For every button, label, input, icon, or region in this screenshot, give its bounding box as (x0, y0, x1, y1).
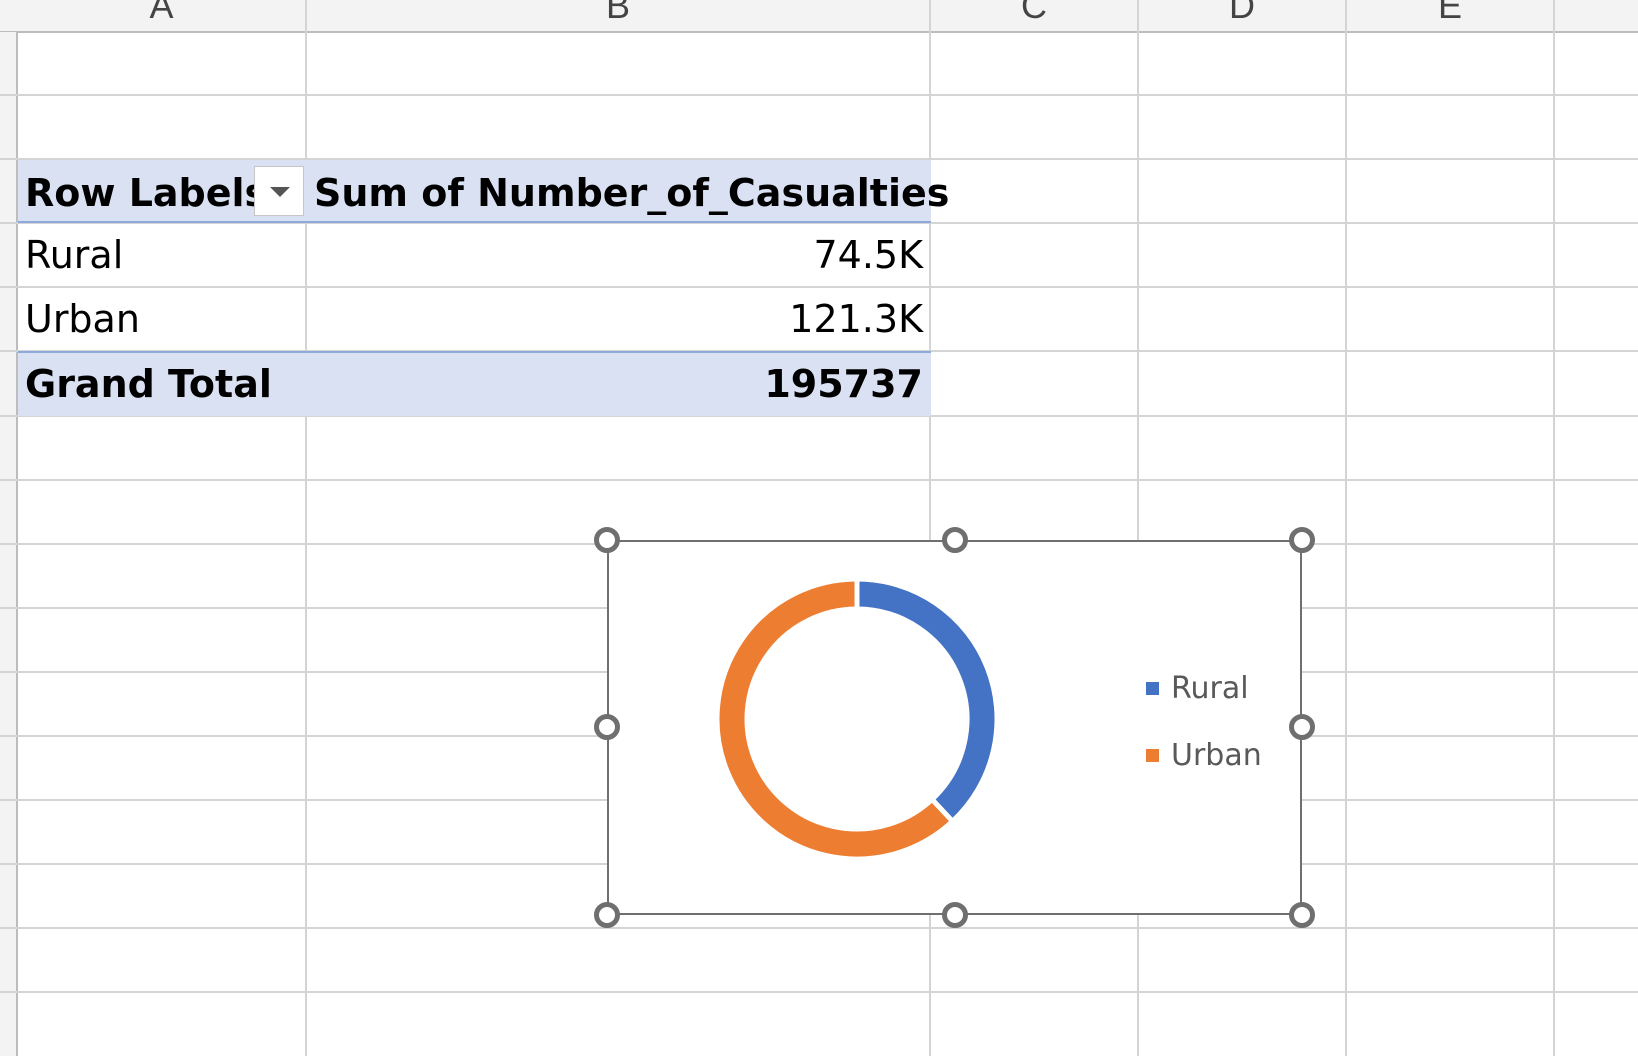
legend-swatch-rural (1146, 682, 1159, 695)
column-header-a[interactable]: A (149, 0, 174, 26)
pivot-grand-total-row[interactable]: Grand Total 195737 (18, 351, 931, 416)
row-value: 121.3K (789, 297, 923, 341)
resize-handle-bottom-left[interactable] (594, 902, 620, 928)
row-label: Rural (25, 233, 124, 277)
chevron-down-icon (270, 187, 290, 197)
pivot-header-row[interactable]: Row Labels Sum of Number_of_Casualties (18, 160, 949, 223)
resize-handle-left[interactable] (594, 714, 620, 740)
resize-handle-top-left[interactable] (594, 527, 620, 553)
resize-handle-right[interactable] (1289, 714, 1315, 740)
grand-total-value: 195737 (764, 362, 923, 406)
resize-handle-bottom[interactable] (942, 902, 968, 928)
row-labels-header[interactable]: Row Labels (25, 171, 268, 215)
doughnut-slice-rural[interactable] (854, 576, 1000, 825)
column-header-e[interactable]: E (1437, 0, 1462, 26)
column-header-b[interactable]: B (605, 0, 630, 26)
row-value: 74.5K (813, 233, 923, 277)
legend-swatch-urban (1146, 749, 1159, 762)
legend-item-rural[interactable]: Rural (1146, 671, 1249, 706)
resize-handle-top-right[interactable] (1289, 527, 1315, 553)
resize-handle-bottom-right[interactable] (1289, 902, 1315, 928)
column-header-d[interactable]: D (1229, 0, 1255, 26)
value-field-header[interactable]: Sum of Number_of_Casualties (314, 171, 950, 215)
doughnut-slice-urban[interactable] (714, 576, 957, 862)
column-header-c[interactable]: C (1021, 0, 1047, 26)
row-labels-filter-button[interactable] (254, 166, 304, 216)
pivot-row-rural[interactable]: Rural 74.5K (18, 223, 931, 286)
row-label: Urban (25, 297, 140, 341)
pivot-row-urban[interactable]: Urban 121.3K (18, 287, 931, 350)
chart-plot-area[interactable] (607, 540, 1302, 915)
legend-item-urban[interactable]: Urban (1146, 738, 1262, 773)
legend-label-rural: Rural (1171, 671, 1249, 706)
doughnut-series[interactable] (714, 576, 1000, 862)
grand-total-label: Grand Total (25, 362, 272, 406)
legend-label-urban: Urban (1171, 738, 1262, 773)
resize-handle-top[interactable] (942, 527, 968, 553)
